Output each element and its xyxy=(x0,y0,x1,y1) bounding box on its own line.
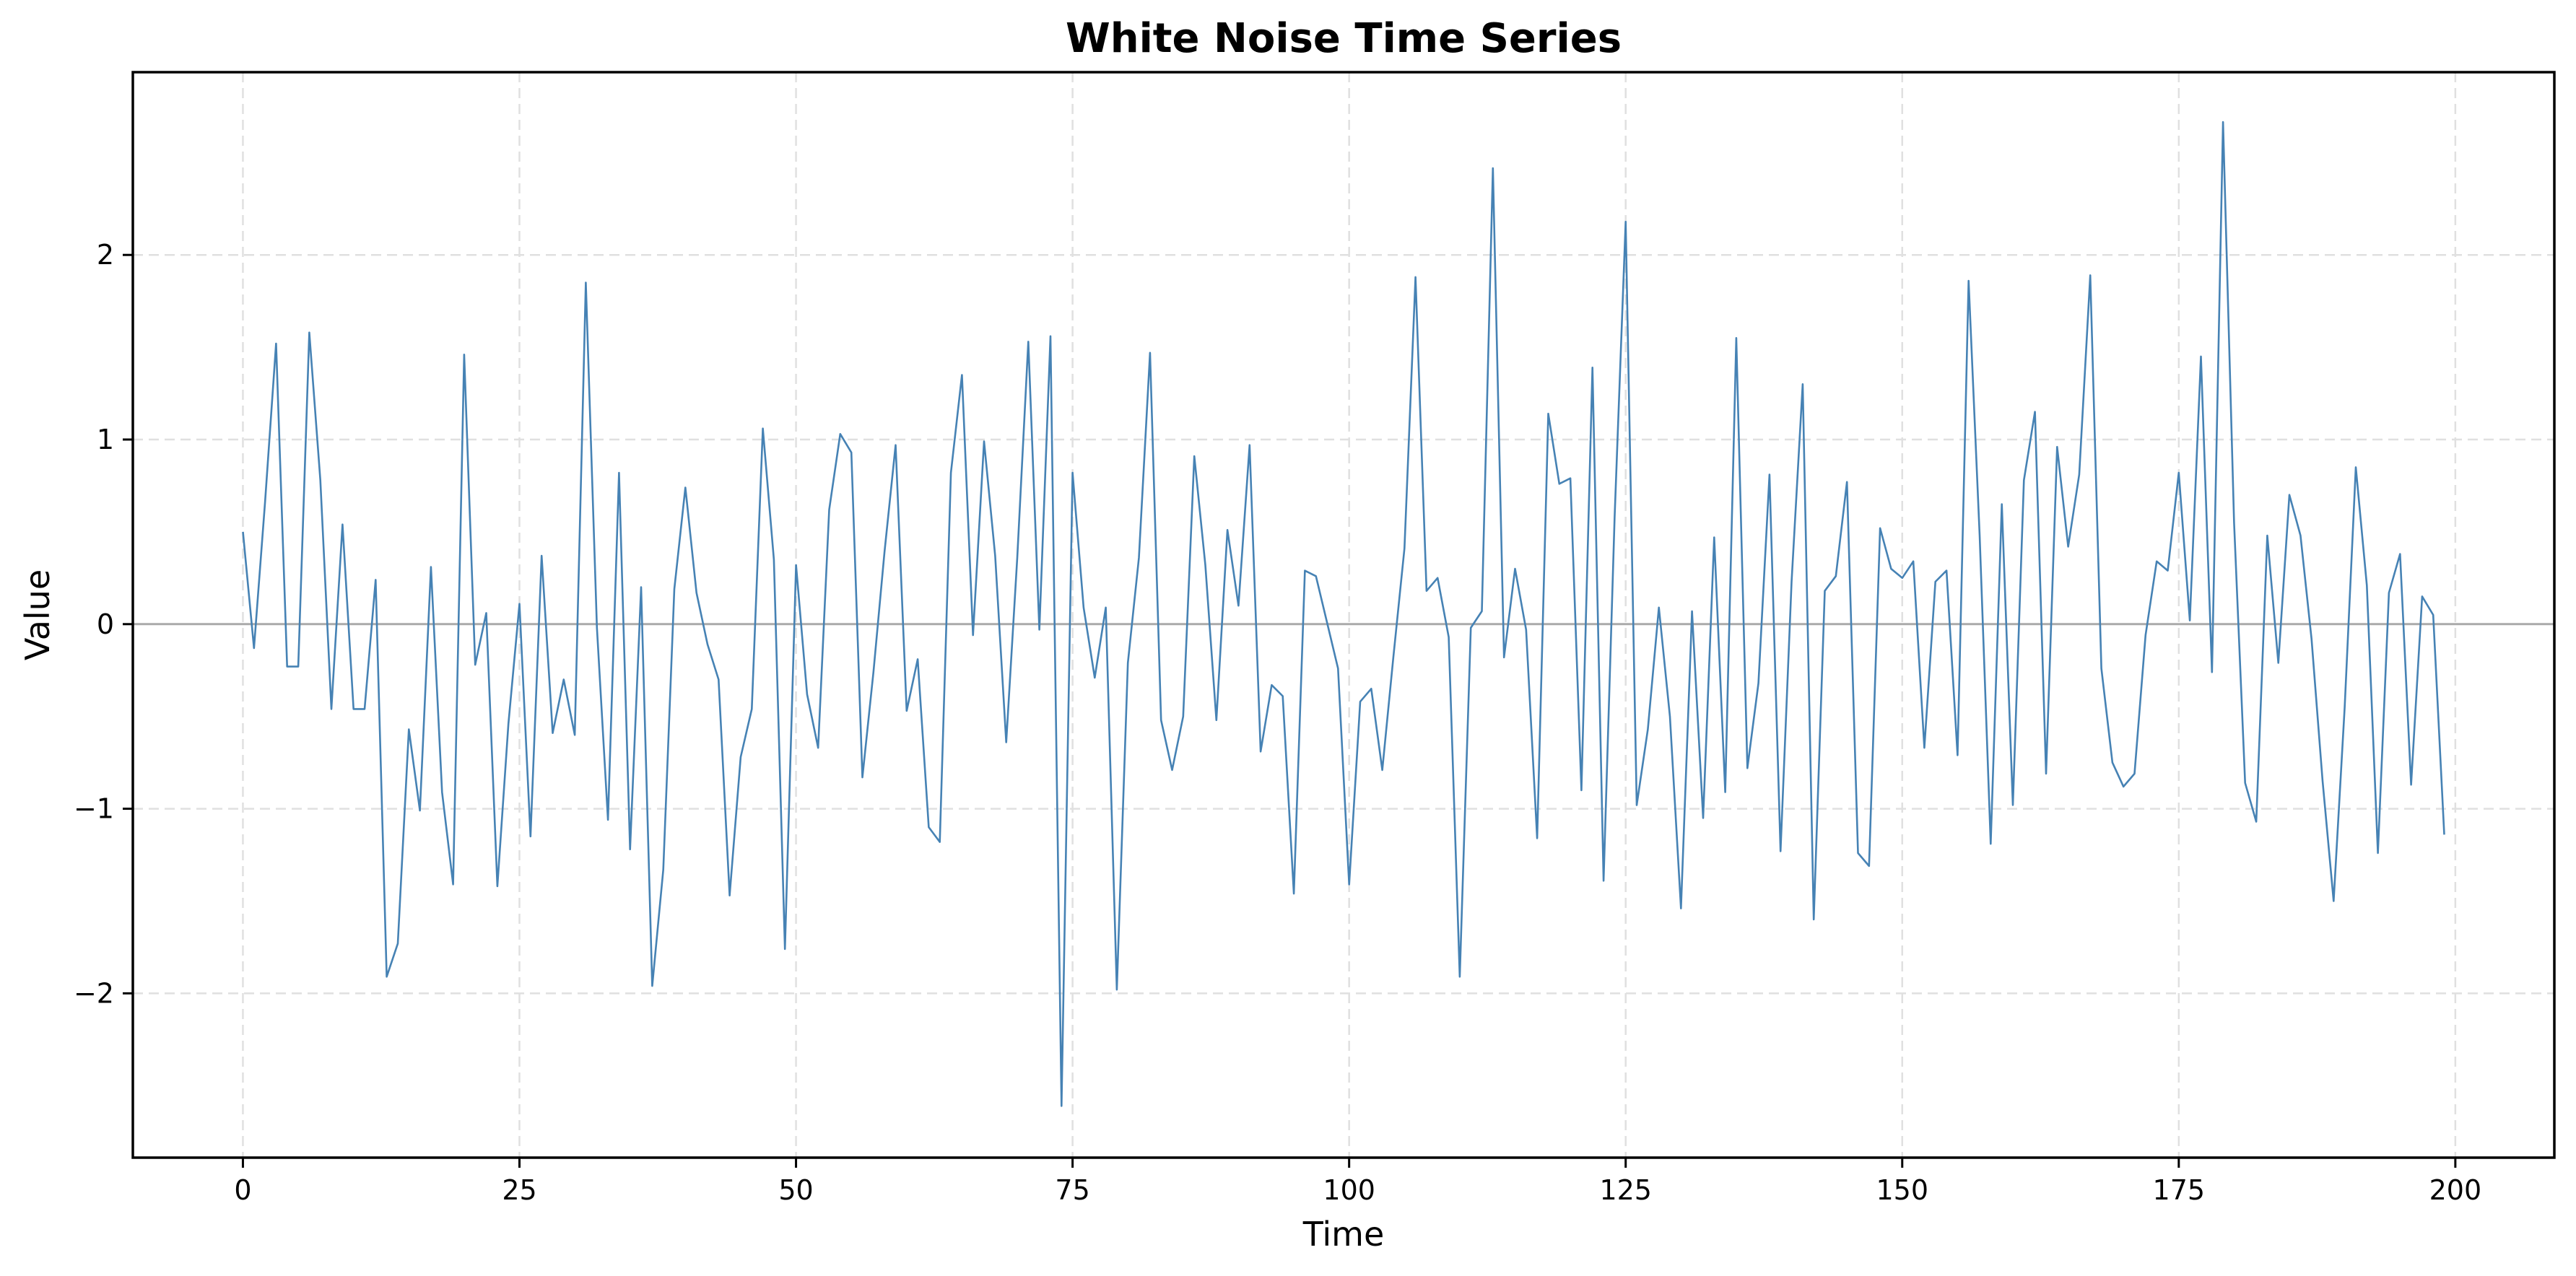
x-tick-label: 125 xyxy=(1599,1174,1652,1206)
x-tick-label: 0 xyxy=(234,1174,251,1206)
chart-title: White Noise Time Series xyxy=(1066,15,1622,62)
x-tick-label: 200 xyxy=(2429,1174,2482,1206)
y-tick-label: 1 xyxy=(97,424,114,455)
plot-area xyxy=(131,71,2556,1159)
y-tick-label: 0 xyxy=(97,608,114,640)
y-tick-label: −1 xyxy=(74,793,114,825)
axes-frame xyxy=(131,71,2556,1159)
x-tick-label: 75 xyxy=(1055,1174,1089,1206)
x-tick-label: 25 xyxy=(502,1174,536,1206)
y-tick-label: 2 xyxy=(97,239,114,271)
x-tick-label: 100 xyxy=(1323,1174,1375,1206)
y-axis-label: Value xyxy=(18,569,57,660)
x-tick-label: 150 xyxy=(1876,1174,1928,1206)
x-tick-label: 175 xyxy=(2153,1174,2206,1206)
x-tick-label: 50 xyxy=(778,1174,813,1206)
x-axis-label: Time xyxy=(1302,1215,1385,1254)
white-noise-series-line xyxy=(242,121,2445,1107)
x-axis-ticks: 0 25 50 75 100 125 150 175 200 xyxy=(234,1158,2481,1206)
y-axis-ticks: −2 −1 0 1 2 xyxy=(74,239,133,1009)
y-tick-label: −2 xyxy=(74,977,114,1009)
